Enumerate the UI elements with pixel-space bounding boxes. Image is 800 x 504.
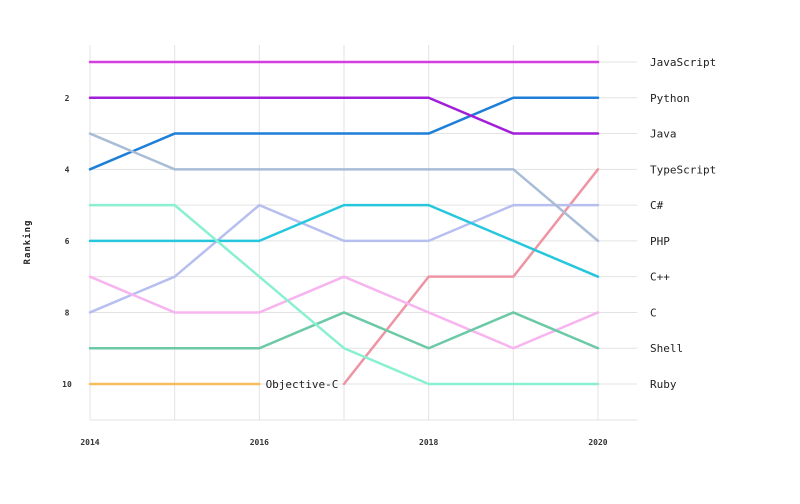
x-tick-2020: 2020 bbox=[588, 438, 607, 447]
series-line-ruby bbox=[88, 203, 600, 386]
series-label-objective-c: Objective-C bbox=[266, 378, 339, 391]
series-line-java bbox=[88, 96, 600, 135]
series-line-csharp bbox=[88, 203, 600, 314]
series-label-c: C bbox=[650, 306, 657, 319]
x-tick-2016: 2016 bbox=[250, 438, 269, 447]
y-tick-8: 8 bbox=[65, 308, 70, 317]
series-line-php bbox=[88, 132, 600, 243]
y-tick-4: 4 bbox=[65, 165, 70, 174]
series-line-shell bbox=[88, 311, 600, 350]
series-line-python bbox=[88, 96, 600, 171]
y-tick-6: 6 bbox=[65, 237, 70, 246]
series-label-ruby: Ruby bbox=[650, 378, 677, 391]
y-axis-title: Ranking bbox=[22, 220, 33, 265]
axis-ticks: 2014 2016 2018 2020 2 4 6 8 10 bbox=[62, 94, 608, 447]
series-label-java: Java bbox=[650, 128, 677, 141]
series-label-php: PHP bbox=[650, 235, 670, 248]
series-line-c bbox=[88, 275, 600, 350]
x-tick-2018: 2018 bbox=[419, 438, 438, 447]
series-label-javascript: JavaScript bbox=[650, 56, 716, 69]
series-label-shell: Shell bbox=[650, 342, 683, 355]
series-label-cplusplus: C++ bbox=[650, 271, 670, 284]
series-line-cplusplus bbox=[88, 203, 600, 278]
y-tick-10: 10 bbox=[62, 380, 72, 389]
grid bbox=[89, 45, 637, 421]
y-tick-2: 2 bbox=[65, 94, 70, 103]
series-label-csharp: C# bbox=[650, 199, 664, 212]
series-lines bbox=[88, 60, 600, 386]
series-labels: JavaScript Python Java TypeScript C# PHP C++ C S… bbox=[266, 56, 717, 391]
series-label-typescript: TypeScript bbox=[650, 163, 716, 176]
series-label-python: Python bbox=[650, 92, 690, 105]
x-tick-2014: 2014 bbox=[80, 438, 99, 447]
